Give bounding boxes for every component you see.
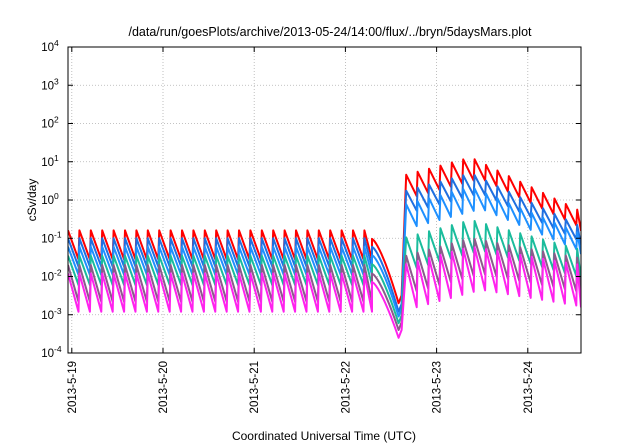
x-tick-label: 2013-5-22 xyxy=(340,361,352,413)
y-tick-label: 10 xyxy=(41,80,54,92)
y-tick-label: 10 xyxy=(41,157,54,169)
y-tick-exponent: -4 xyxy=(54,344,62,354)
series-line-1 xyxy=(68,158,581,305)
y-tick-label: 10 xyxy=(41,310,54,322)
y-tick-label: 10 xyxy=(41,195,54,207)
y-tick-label: 10 xyxy=(41,42,54,54)
x-axis-label: Coordinated Universal Time (UTC) xyxy=(232,429,416,443)
series-line-2 xyxy=(68,174,581,313)
series-line-4 xyxy=(68,220,581,325)
series-line-3 xyxy=(68,187,581,318)
y-tick-exponent: 1 xyxy=(54,153,59,163)
y-tick-label: 10 xyxy=(41,272,54,284)
x-tick-label: 2013-5-23 xyxy=(432,361,444,413)
y-tick-exponent: -2 xyxy=(54,268,62,278)
x-tick-label: 2013-5-19 xyxy=(67,361,79,413)
y-tick-exponent: 2 xyxy=(54,115,59,125)
y-tick-label: 10 xyxy=(41,233,54,245)
x-tick-label: 2013-5-24 xyxy=(523,360,535,413)
series-line-6 xyxy=(68,246,581,339)
y-tick-exponent: -1 xyxy=(54,229,62,239)
y-tick-label: 10 xyxy=(41,348,54,360)
y-axis-label: cSv/day xyxy=(25,179,39,222)
y-tick-label: 10 xyxy=(41,119,54,131)
series-group xyxy=(68,158,581,339)
series-line-5 xyxy=(68,237,581,331)
x-tick-label: 2013-5-21 xyxy=(249,361,261,413)
x-tick-label: 2013-5-20 xyxy=(158,361,170,413)
y-tick-exponent: 3 xyxy=(54,76,59,86)
y-tick-exponent: -3 xyxy=(54,306,62,316)
chart-title: /data/run/goesPlots/archive/2013-05-24/1… xyxy=(128,25,532,39)
y-tick-exponent: 0 xyxy=(54,191,59,201)
y-tick-exponent: 4 xyxy=(54,38,59,48)
